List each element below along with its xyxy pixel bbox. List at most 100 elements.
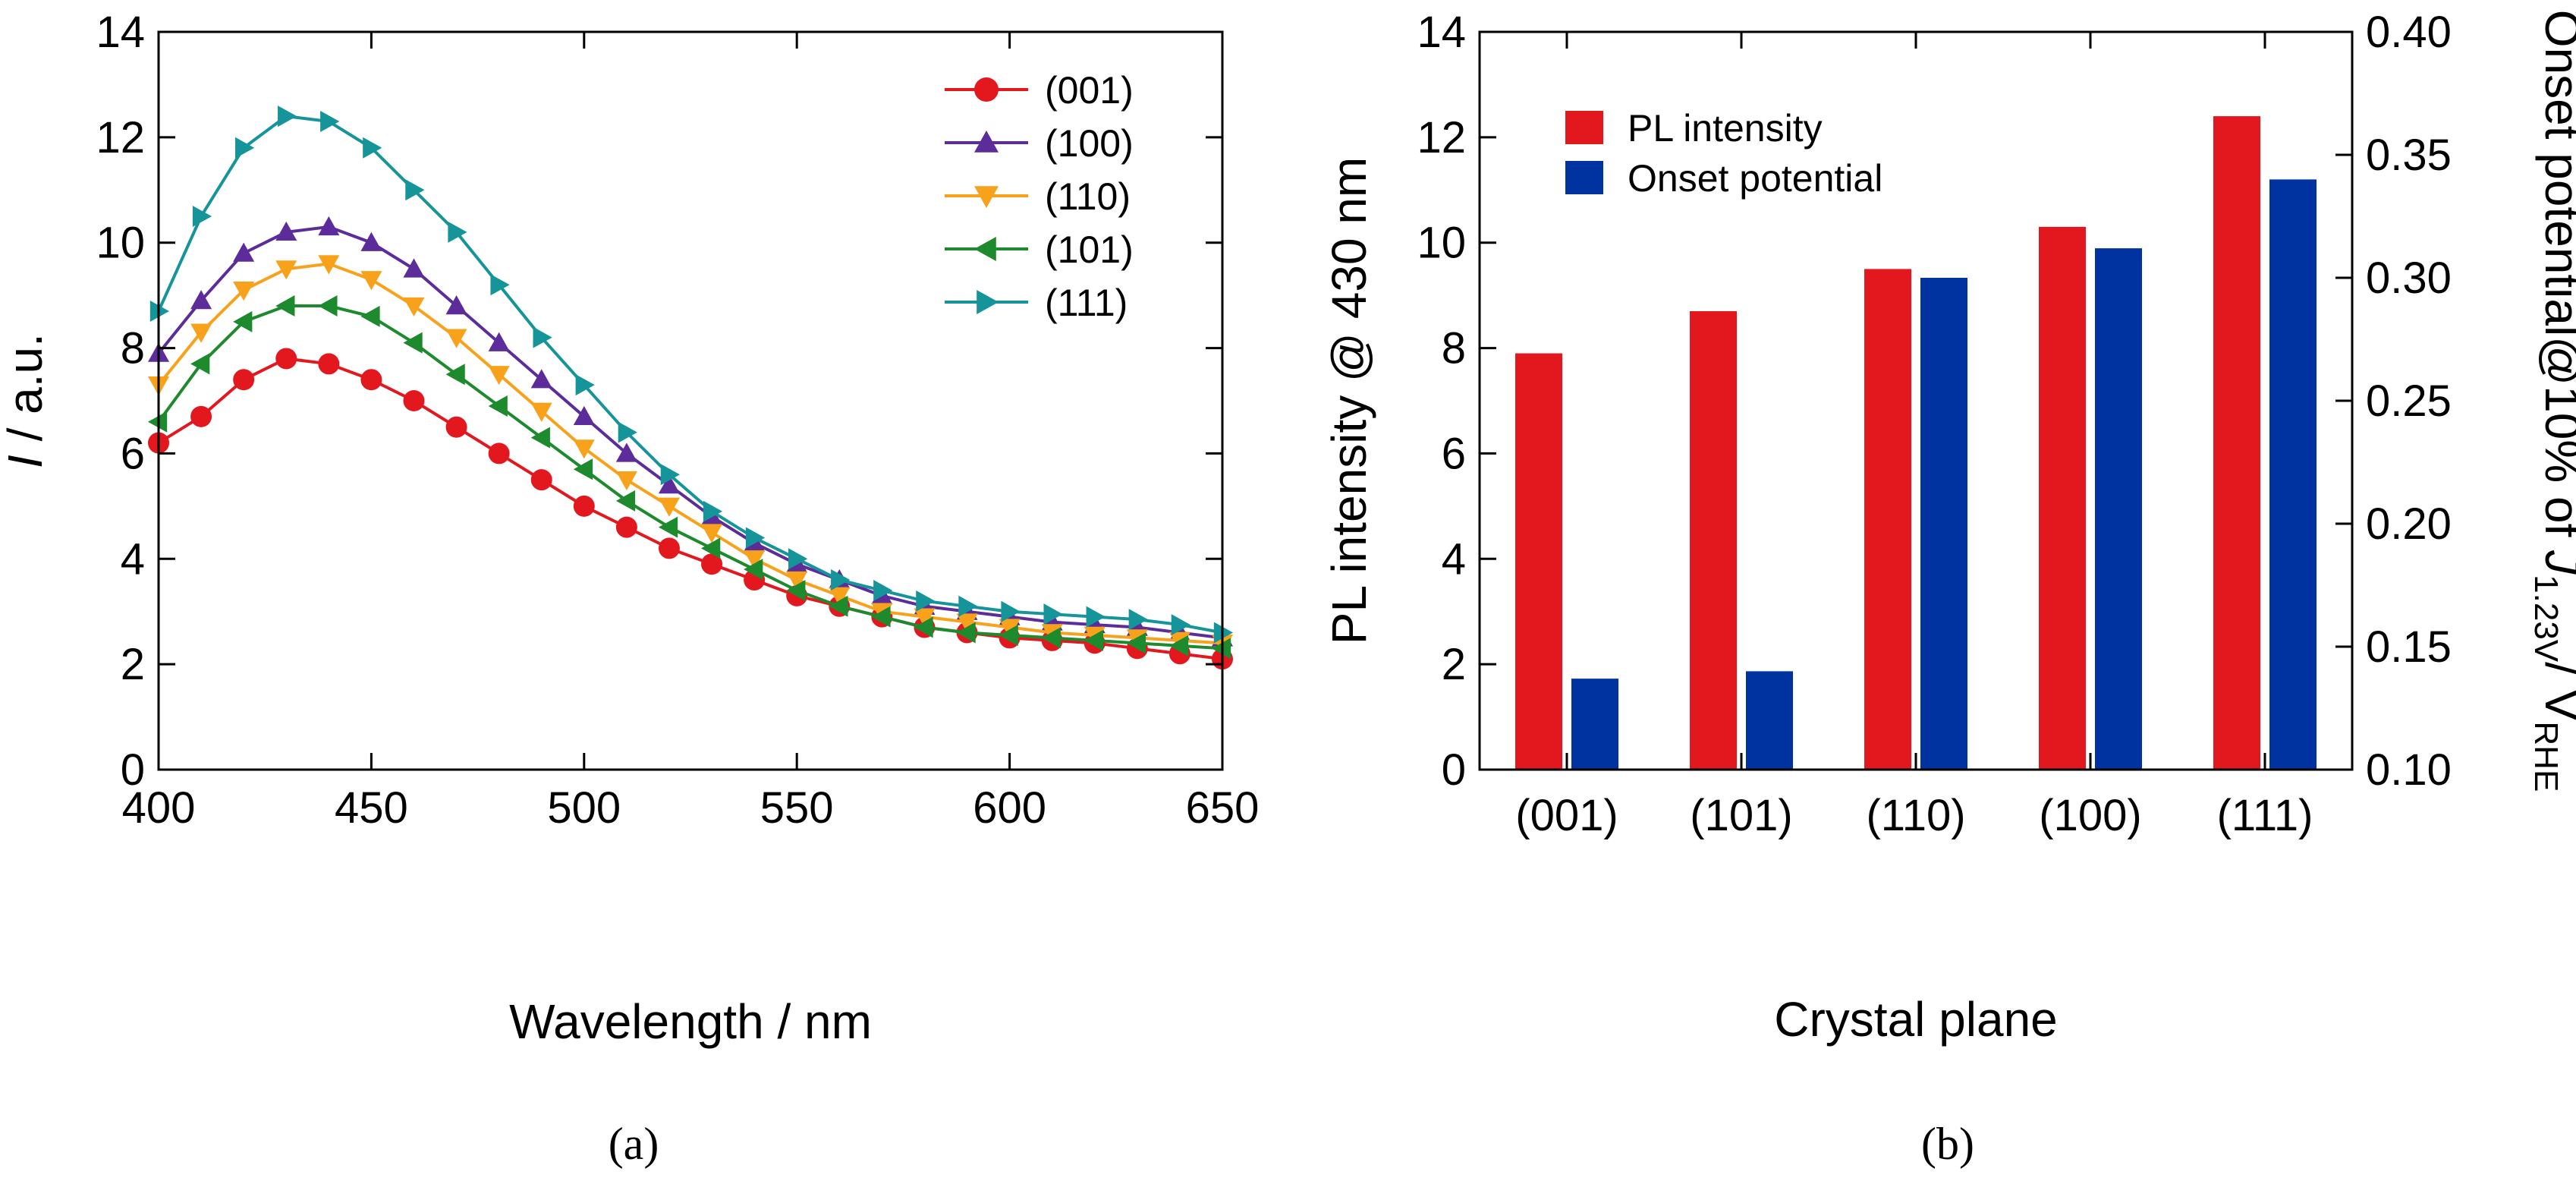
data-point-(001) <box>233 369 255 391</box>
data-point-(100) <box>190 290 212 310</box>
data-point-(111) <box>831 569 851 591</box>
data-point-(111) <box>278 106 297 128</box>
data-point-(001) <box>275 348 297 370</box>
panel-b-right-y-axis-sub2: RHE <box>2527 721 2565 792</box>
data-point-(001) <box>530 469 552 491</box>
panel-a-y-axis-title: I / a.u. <box>0 333 52 468</box>
data-point-(101) <box>786 579 806 601</box>
data-point-(110) <box>530 402 552 422</box>
left-y-tick-label: 8 <box>1442 324 1466 373</box>
bar-onset-potential-(110) <box>1920 278 1967 770</box>
data-point-(100) <box>530 369 552 389</box>
bar-onset-potential-(100) <box>2095 248 2142 770</box>
data-point-(111) <box>192 206 212 227</box>
data-point-(111) <box>234 137 255 159</box>
data-point-(101) <box>701 537 721 559</box>
panel-a-y-axis-unit: / a.u. <box>0 333 52 455</box>
category-label: (101) <box>1690 791 1792 840</box>
data-point-(110) <box>233 282 255 301</box>
legend-swatch <box>1565 111 1603 144</box>
left-y-tick-label: 2 <box>1442 640 1466 689</box>
data-point-(111) <box>618 421 637 443</box>
panel-a-y-axis-symbol: I <box>0 455 52 468</box>
data-point-(110) <box>786 571 808 591</box>
data-point-(110) <box>360 271 382 291</box>
legend-label: (110) <box>1045 175 1131 218</box>
category-label: (001) <box>1515 791 1618 840</box>
data-point-(111) <box>363 137 382 159</box>
bar-onset-potential-(111) <box>2269 179 2317 770</box>
data-point-(111) <box>448 221 467 243</box>
data-point-(001) <box>488 442 510 465</box>
legend-label: PL intensity <box>1628 107 1823 150</box>
left-y-tick-label: 10 <box>1417 219 1466 268</box>
bar-onset-potential-(001) <box>1571 679 1618 770</box>
data-point-(110) <box>744 550 766 570</box>
category-label: (100) <box>2039 791 2141 840</box>
data-point-(110) <box>956 613 978 633</box>
legend-item-PL intensity: PL intensity <box>1565 107 1823 150</box>
data-point-(101) <box>999 624 1018 646</box>
data-point-(101) <box>360 305 380 327</box>
legend-marker <box>974 131 999 153</box>
right-y-tick-label: 0.10 <box>2366 745 2452 795</box>
legend-marker <box>974 77 999 102</box>
series-line-(110) <box>157 262 1223 645</box>
data-point-(110) <box>999 619 1021 638</box>
data-point-(111) <box>660 464 680 486</box>
panel-b-right-y-axis-main: Onset potential@10% of <box>2535 10 2576 551</box>
right-y-tick-label: 0.15 <box>2366 622 2452 672</box>
legend-item-(100): (100) <box>945 122 1134 165</box>
y-tick-label: 12 <box>96 113 145 162</box>
panel-b-bars-group <box>1515 116 2317 770</box>
legend-marker <box>974 237 996 261</box>
data-point-(101) <box>1168 635 1189 657</box>
bar-onset-potential-(101) <box>1746 671 1793 770</box>
data-point-(001) <box>573 495 595 517</box>
data-point-(101) <box>1126 632 1146 654</box>
category-label: (111) <box>2217 791 2313 840</box>
data-point-(111) <box>916 590 936 612</box>
legend-marker <box>974 186 999 208</box>
panel-b-right-y-axis-title: Onset potential@10% of J1.23V/ VRHE <box>2527 10 2576 792</box>
y-tick-label: 14 <box>96 8 145 57</box>
data-point-(101) <box>871 606 891 628</box>
x-tick-label: 450 <box>335 783 408 833</box>
data-point-(111) <box>1171 614 1190 636</box>
data-point-(110) <box>488 366 510 386</box>
data-point-(100) <box>445 295 467 315</box>
legend-item-(110): (110) <box>945 175 1131 218</box>
data-point-(001) <box>318 353 340 375</box>
data-point-(101) <box>403 332 423 354</box>
data-point-(101) <box>1084 629 1103 651</box>
panel-a-series-group <box>148 106 1233 670</box>
data-point-(101) <box>914 616 933 638</box>
panel-b-x-axis-title: Crystal plane <box>1774 992 2058 1047</box>
bar-pl-intensity-(110) <box>1864 269 1911 770</box>
y-tick-label: 10 <box>96 219 145 268</box>
data-point-(101) <box>233 310 253 332</box>
data-point-(001) <box>445 416 467 438</box>
legend-label: (101) <box>1045 228 1134 271</box>
data-point-(100) <box>615 442 637 462</box>
panel-b-label: (b) <box>1921 1119 1974 1169</box>
data-point-(101) <box>318 295 338 317</box>
legend-item-(101): (101) <box>945 228 1134 271</box>
y-tick-label: 6 <box>121 429 145 478</box>
data-point-(101) <box>445 364 465 386</box>
data-point-(101) <box>956 622 976 644</box>
data-point-(001) <box>701 553 723 575</box>
panel-b-x-ticks: (001) (101) (110) (100) (111) <box>1515 32 2313 840</box>
data-point-(110) <box>275 260 297 280</box>
bar-pl-intensity-(100) <box>2039 226 2086 770</box>
right-y-tick-label: 0.35 <box>2366 131 2452 180</box>
panel-b-left-y-axis-title: PL intensity @ 430 nm <box>1322 157 1376 644</box>
data-point-(001) <box>658 537 680 559</box>
panel-b-right-y-ticks: 0.10 0.15 0.20 0.25 0.30 0.35 0.40 <box>2335 8 2452 795</box>
bar-pl-intensity-(101) <box>1690 310 1737 770</box>
legend-marker <box>977 290 999 314</box>
x-tick-label: 600 <box>973 783 1046 833</box>
series-line-(101) <box>157 304 1223 650</box>
panel-a-plot-frame <box>157 30 1224 771</box>
